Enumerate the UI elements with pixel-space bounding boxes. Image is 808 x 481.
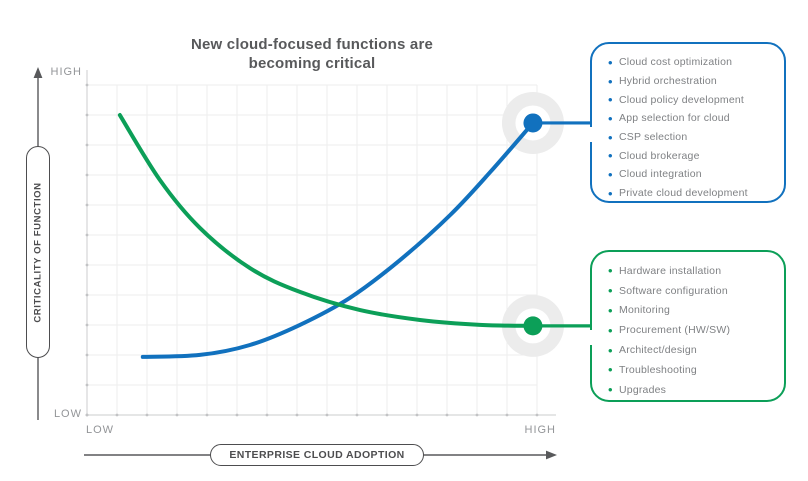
list-item: • Private cloud development (608, 184, 778, 203)
x-axis-label: ENTERPRISE CLOUD ADOPTION (229, 449, 405, 461)
tick-dot (85, 353, 89, 357)
bullet-icon: • (608, 322, 613, 338)
green-curve (117, 113, 535, 328)
tick-dot (85, 113, 89, 117)
tick-dot (415, 413, 419, 417)
list-item: • Cloud cost optimization (608, 53, 778, 72)
list-item: • App selection for cloud (608, 109, 778, 128)
tick-dot (85, 83, 89, 87)
list-item: • Architect/design (608, 340, 778, 360)
x-axis-low-label: LOW (86, 424, 115, 436)
tick-dot (205, 413, 209, 417)
list-item-label: Procurement (HW/SW) (619, 324, 731, 337)
tick-dot (445, 413, 449, 417)
bullet-icon: • (608, 263, 613, 279)
y-axis-label-pill: CRITICALITY OF FUNCTION (26, 146, 50, 358)
list-item: • Cloud brokerage (608, 146, 778, 165)
list-item-label: CSP selection (619, 131, 688, 144)
bullet-icon: • (608, 283, 613, 299)
list-item: • Cloud integration (608, 165, 778, 184)
green-endpoint-dot (523, 316, 543, 336)
tick-dot (325, 413, 329, 417)
y-axis-label: CRITICALITY OF FUNCTION (32, 181, 44, 323)
list-item-label: App selection for cloud (619, 112, 730, 125)
tick-dot (85, 383, 89, 387)
tick-dot (295, 413, 299, 417)
tick-dot (85, 263, 89, 267)
tick-dot (85, 323, 89, 327)
list-item: • Software configuration (608, 281, 778, 301)
bullet-icon: • (608, 362, 613, 378)
tick-dot (175, 413, 179, 417)
list-item-label: Upgrades (619, 383, 667, 396)
tick-dot (475, 413, 479, 417)
bullet-icon: • (608, 166, 613, 182)
tick-dot (115, 413, 119, 417)
bullet-icon: • (608, 129, 613, 145)
tick-dot (385, 413, 389, 417)
list-item: • Hybrid orchestration (608, 72, 778, 91)
tick-dot (535, 413, 539, 417)
list-item: • Hardware installation (608, 261, 778, 281)
x-axis-high-label: HIGH (524, 424, 556, 436)
list-item: • CSP selection (608, 128, 778, 147)
list-item-label: Private cloud development (619, 187, 748, 200)
bullet-icon: • (608, 342, 613, 358)
tick-dot (145, 413, 149, 417)
tick-dot (355, 413, 359, 417)
tick-dot (505, 413, 509, 417)
blue-curve (140, 120, 535, 359)
bullet-icon: • (608, 148, 613, 164)
x-axis-arrowhead-icon (546, 450, 557, 460)
y-axis-high-label: HIGH (50, 66, 82, 78)
callout-connector-gap (587, 127, 595, 142)
list-item-label: Hardware installation (619, 264, 722, 277)
list-item-label: Cloud brokerage (619, 149, 700, 162)
bullet-icon: • (608, 302, 613, 318)
list-item: • Troubleshooting (608, 360, 778, 380)
tick-dot (85, 293, 89, 297)
list-item-label: Hybrid orchestration (619, 75, 717, 88)
list-item: • Cloud policy development (608, 90, 778, 109)
tick-dot (85, 233, 89, 237)
blue-endpoint-dot (523, 113, 543, 133)
tick-dot (85, 203, 89, 207)
list-item: • Procurement (HW/SW) (608, 320, 778, 340)
list-item-label: Cloud integration (619, 168, 702, 181)
list-item-label: Troubleshooting (619, 363, 697, 376)
bullet-icon: • (608, 185, 613, 201)
bullet-icon: • (608, 73, 613, 89)
tick-dot (235, 413, 239, 417)
x-axis-label-pill: ENTERPRISE CLOUD ADOPTION (210, 444, 424, 466)
tick-dot (85, 173, 89, 177)
callout-box-traditional-functions: • Hardware installation • Software configur… (590, 250, 786, 402)
list-item: • Monitoring (608, 301, 778, 321)
list-item-label: Monitoring (619, 304, 671, 317)
list-item-label: Architect/design (619, 344, 697, 357)
list-item-label: Cloud cost optimization (619, 56, 733, 69)
list-item: • Upgrades (608, 380, 778, 400)
list-item-label: Cloud policy development (619, 93, 745, 106)
tick-dot (265, 413, 269, 417)
chart-title: New cloud-focused functions are becoming… (190, 36, 434, 72)
bullet-icon: • (608, 110, 613, 126)
list-item-label: Software configuration (619, 284, 728, 297)
y-axis-low-label: LOW (53, 408, 82, 420)
y-axis-arrowhead-icon (33, 67, 43, 78)
callout-box-cloud-functions: • Cloud cost optimization • Hybrid orchestr… (590, 42, 786, 203)
tick-dot (85, 413, 89, 417)
bullet-icon: • (608, 92, 613, 108)
bullet-icon: • (608, 382, 613, 398)
callout-connector-gap (587, 330, 595, 345)
bullet-icon: • (608, 54, 613, 70)
tick-dot (85, 143, 89, 147)
